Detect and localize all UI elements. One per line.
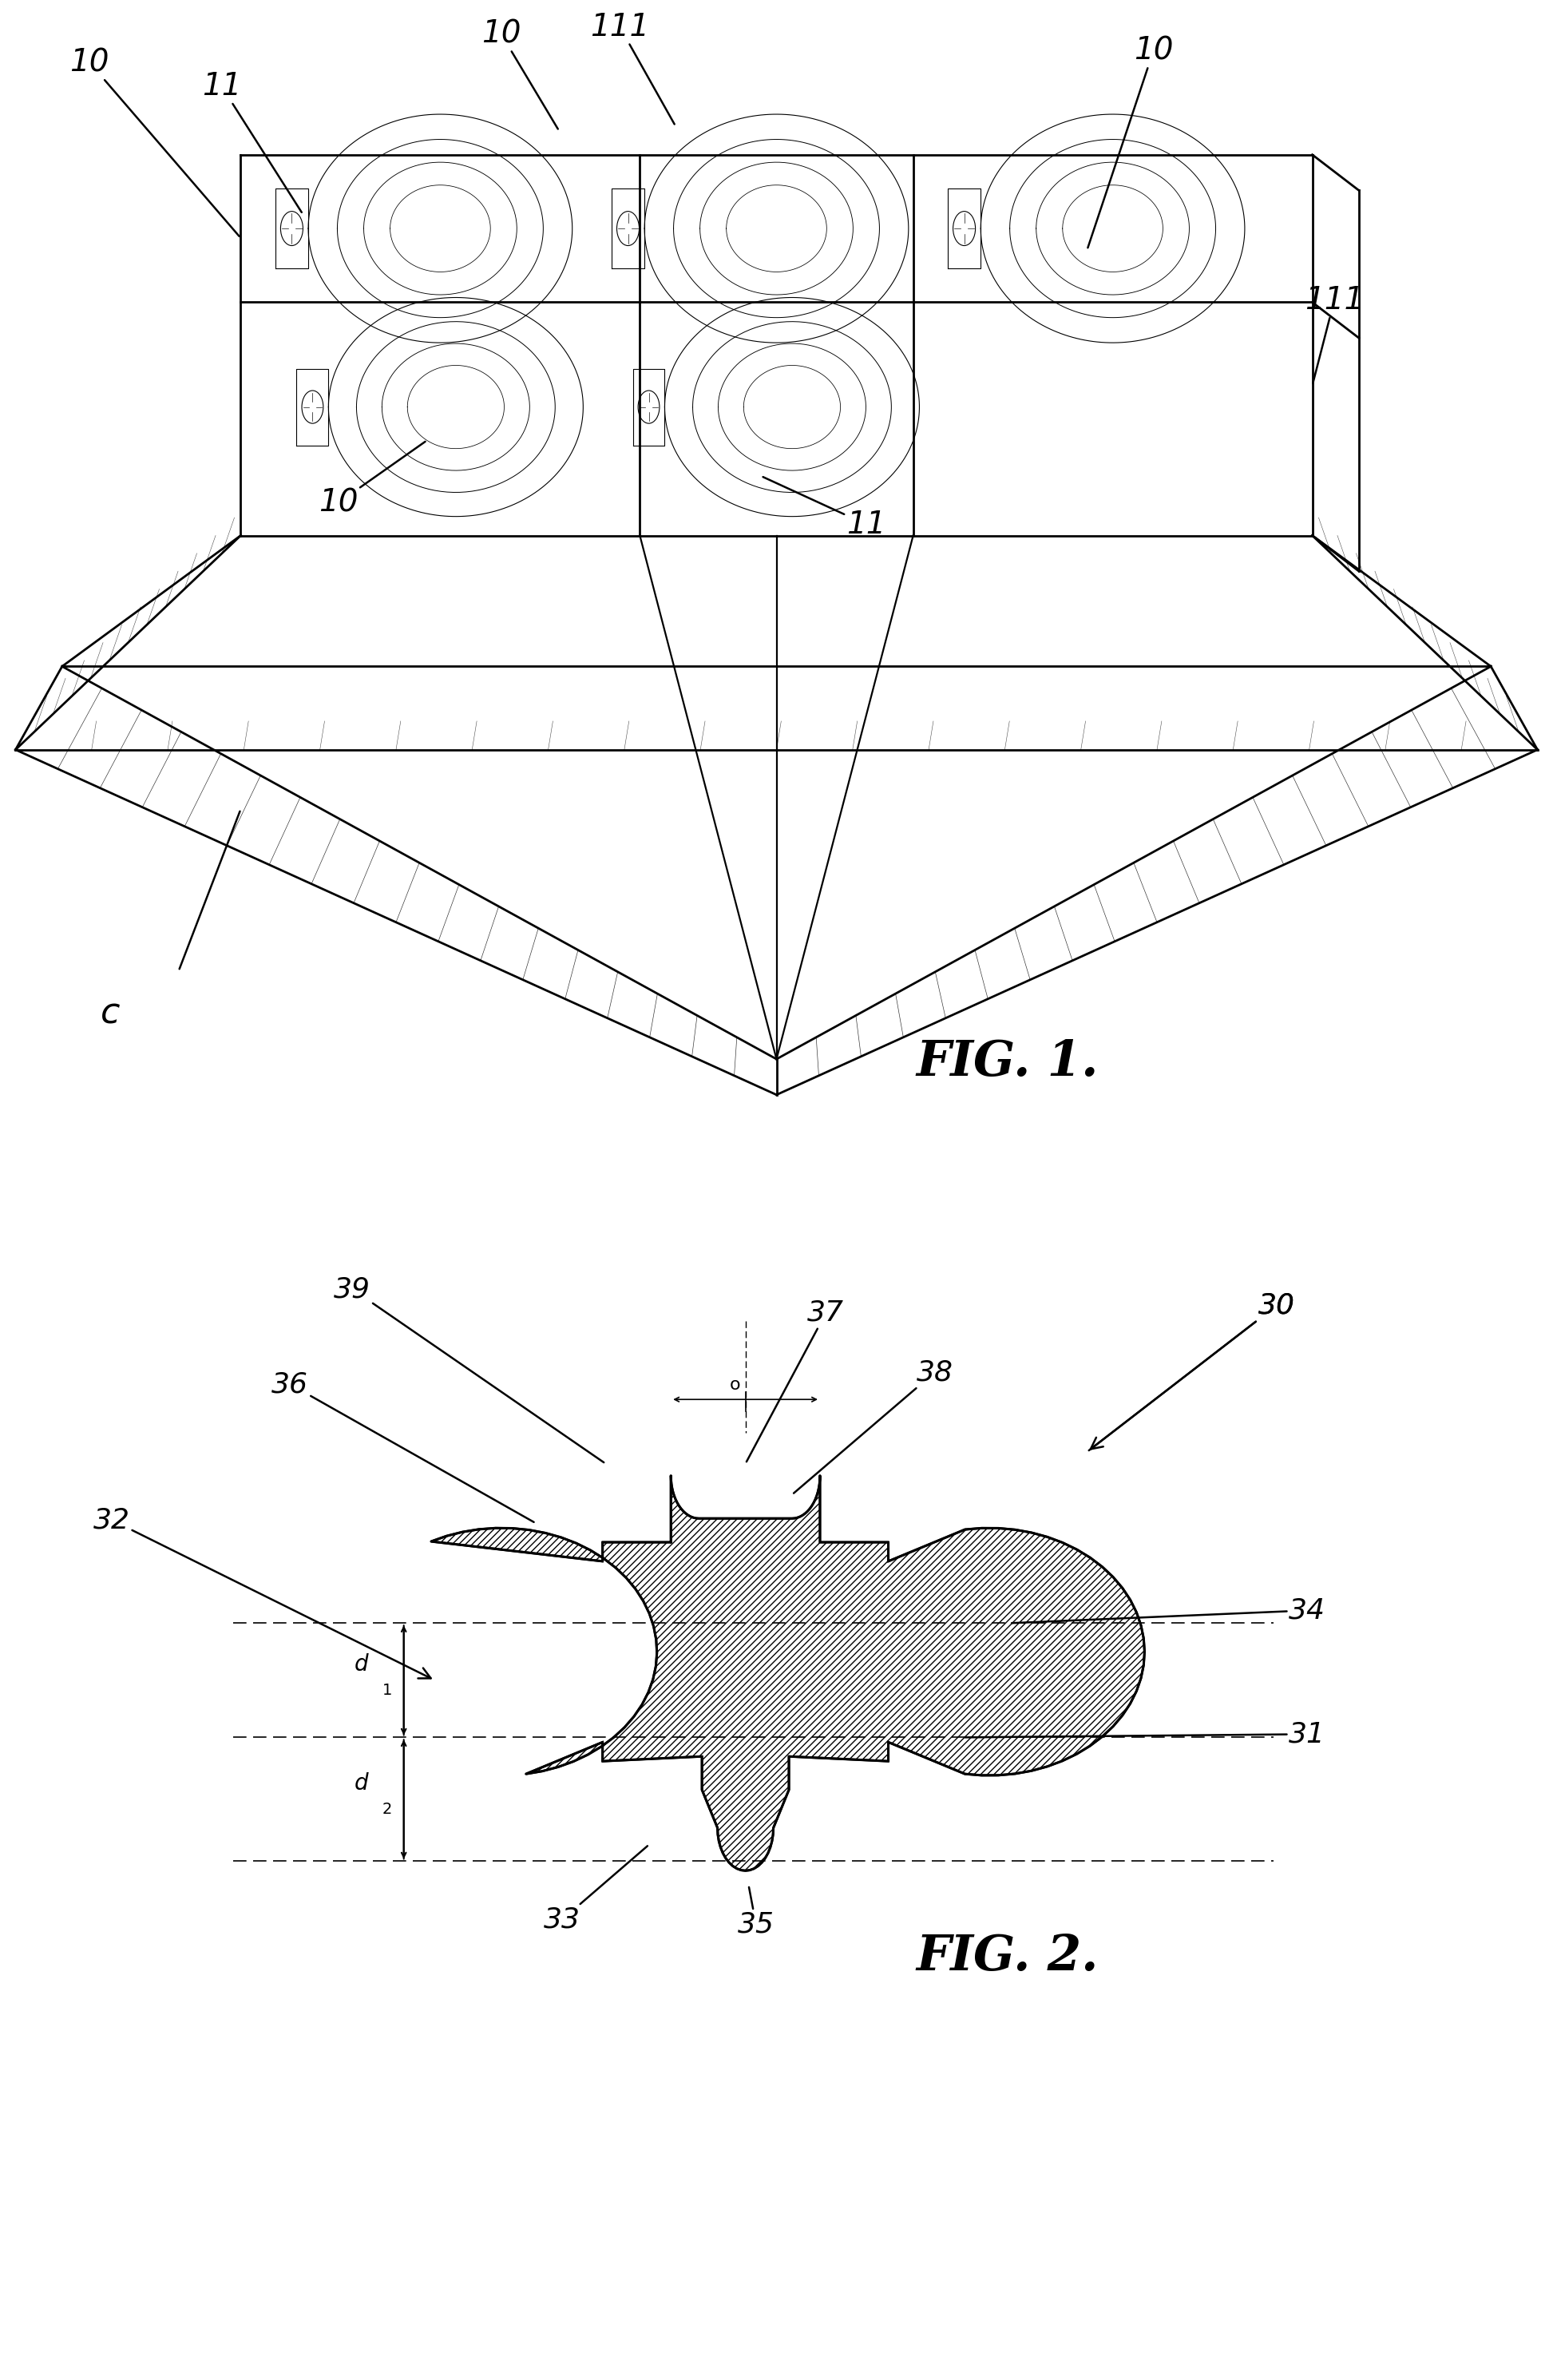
Text: 30: 30 bbox=[1090, 1292, 1295, 1449]
Text: d: d bbox=[354, 1654, 368, 1676]
Text: 10: 10 bbox=[318, 443, 426, 519]
Text: 37: 37 bbox=[747, 1299, 845, 1461]
Text: 36: 36 bbox=[272, 1371, 534, 1523]
Text: 1: 1 bbox=[382, 1683, 391, 1697]
Text: 11: 11 bbox=[763, 476, 885, 540]
Text: 39: 39 bbox=[334, 1276, 604, 1461]
Text: FIG. 1.: FIG. 1. bbox=[916, 1038, 1098, 1085]
Text: 32: 32 bbox=[93, 1507, 430, 1678]
Text: 35: 35 bbox=[738, 1887, 775, 1937]
Text: 10: 10 bbox=[1087, 36, 1173, 248]
Text: c: c bbox=[101, 997, 121, 1031]
Text: FIG. 2.: FIG. 2. bbox=[916, 1933, 1098, 1980]
Polygon shape bbox=[432, 1476, 1145, 1871]
Text: 10: 10 bbox=[481, 19, 558, 129]
Text: d: d bbox=[354, 1773, 368, 1795]
Text: 111: 111 bbox=[590, 12, 674, 124]
Text: 111: 111 bbox=[1305, 286, 1364, 383]
Text: 34: 34 bbox=[1011, 1597, 1326, 1623]
Text: 10: 10 bbox=[70, 48, 239, 236]
Text: 11: 11 bbox=[202, 71, 301, 212]
Text: 38: 38 bbox=[794, 1359, 954, 1492]
Text: 31: 31 bbox=[964, 1721, 1326, 1747]
Text: 2: 2 bbox=[382, 1802, 391, 1816]
Text: 30: 30 bbox=[1089, 1292, 1295, 1449]
Polygon shape bbox=[432, 1476, 1145, 1871]
Text: 33: 33 bbox=[544, 1847, 648, 1933]
Text: o: o bbox=[730, 1378, 741, 1392]
